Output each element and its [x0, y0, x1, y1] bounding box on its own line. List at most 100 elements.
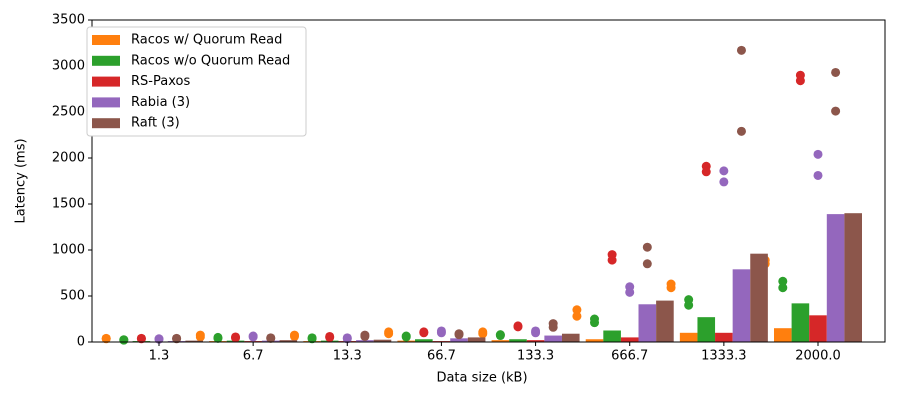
- x-axis-label: Data size (kB): [436, 371, 527, 386]
- dot: [436, 328, 446, 338]
- dot: [478, 329, 488, 339]
- legend-label: Rabia (3): [131, 95, 190, 110]
- dot: [531, 328, 541, 338]
- x-tick-label: 66.7: [427, 349, 456, 364]
- bar: [715, 332, 733, 342]
- bar: [656, 300, 674, 342]
- bar: [415, 339, 433, 342]
- dot: [419, 328, 429, 338]
- dot: [384, 329, 394, 339]
- legend-swatch: [92, 35, 120, 45]
- legend-box: [86, 26, 307, 137]
- bar: [774, 328, 792, 342]
- dot: [360, 331, 370, 341]
- dot: [590, 318, 600, 328]
- x-tick-label: 1333.3: [701, 349, 747, 364]
- x-tick-label: 666.7: [611, 349, 648, 364]
- dot: [266, 333, 276, 343]
- bar: [509, 339, 527, 342]
- dot: [195, 332, 205, 342]
- dot: [831, 67, 841, 77]
- legend: Racos w/ Quorum Read Racos w/o Quorum Rea…: [86, 26, 307, 137]
- x-tick-label: 133.3: [517, 349, 554, 364]
- dot: [307, 334, 317, 344]
- bar: [450, 338, 468, 342]
- bar: [791, 303, 810, 342]
- bar: [373, 339, 392, 342]
- bar: [491, 340, 510, 342]
- dot: [701, 167, 711, 177]
- y-tick-label: 1500: [52, 197, 85, 212]
- legend-label: Racos w/o Quorum Read: [131, 53, 290, 68]
- plot-frame: [91, 19, 886, 343]
- dot: [119, 335, 129, 345]
- legend-label: Raft (3): [131, 116, 180, 131]
- bar: [679, 332, 698, 342]
- bar: [526, 340, 545, 342]
- dot: [719, 166, 729, 176]
- bar: [356, 340, 374, 342]
- legend-swatch: [92, 97, 120, 108]
- x-tick-label: 6.7: [243, 349, 264, 364]
- bar: [544, 335, 562, 342]
- legend-swatch: [92, 76, 120, 87]
- bar: [826, 214, 845, 342]
- dot: [642, 259, 652, 269]
- bar: [561, 333, 580, 342]
- bar: [620, 337, 639, 342]
- bar: [603, 330, 621, 342]
- dot: [101, 334, 111, 344]
- dot: [572, 311, 582, 321]
- dot: [625, 287, 635, 297]
- bar: [750, 253, 768, 342]
- dot: [495, 331, 505, 341]
- bar: [467, 337, 486, 342]
- dot: [813, 170, 823, 180]
- dot: [736, 45, 746, 55]
- x-tick-label: 13.3: [333, 349, 362, 364]
- dot: [342, 334, 352, 344]
- y-tick-label: 500: [60, 289, 85, 304]
- y-tick-label: 0: [77, 335, 85, 350]
- dot: [795, 76, 805, 86]
- dot: [813, 149, 823, 159]
- dot: [736, 126, 746, 136]
- dot: [778, 276, 788, 286]
- dot: [172, 334, 182, 344]
- dot: [325, 332, 335, 342]
- dot: [666, 283, 676, 293]
- dot: [642, 242, 652, 252]
- dot: [513, 322, 523, 332]
- bar: [185, 340, 203, 342]
- bar: [585, 339, 604, 342]
- y-tick-label: 2000: [52, 151, 85, 166]
- dot: [684, 300, 694, 310]
- legend-label: RS-Paxos: [131, 74, 190, 89]
- legend-swatch: [92, 118, 120, 129]
- x-tick-label: 1.3: [149, 349, 170, 364]
- dot: [548, 322, 558, 332]
- legend-swatch: [92, 55, 120, 66]
- y-tick-label: 3000: [52, 59, 85, 74]
- bar: [279, 340, 298, 342]
- dot: [719, 177, 729, 187]
- dot: [454, 330, 464, 340]
- bar: [809, 315, 827, 342]
- dot: [154, 334, 164, 344]
- dot: [572, 305, 582, 315]
- dot: [213, 333, 223, 343]
- dot: [831, 106, 841, 116]
- x-tick-label: 2000.0: [795, 349, 841, 364]
- dot: [231, 333, 241, 343]
- dot: [136, 334, 146, 344]
- dot: [248, 332, 258, 342]
- dot: [401, 332, 411, 342]
- dot: [778, 283, 788, 293]
- bar: [844, 213, 862, 342]
- y-axis-label: Latency (ms): [14, 138, 29, 223]
- dot: [289, 331, 299, 341]
- y-tick-label: 1000: [52, 243, 85, 258]
- y-tick-label: 3500: [52, 13, 85, 28]
- legend-label: Racos w/ Quorum Read: [131, 33, 282, 48]
